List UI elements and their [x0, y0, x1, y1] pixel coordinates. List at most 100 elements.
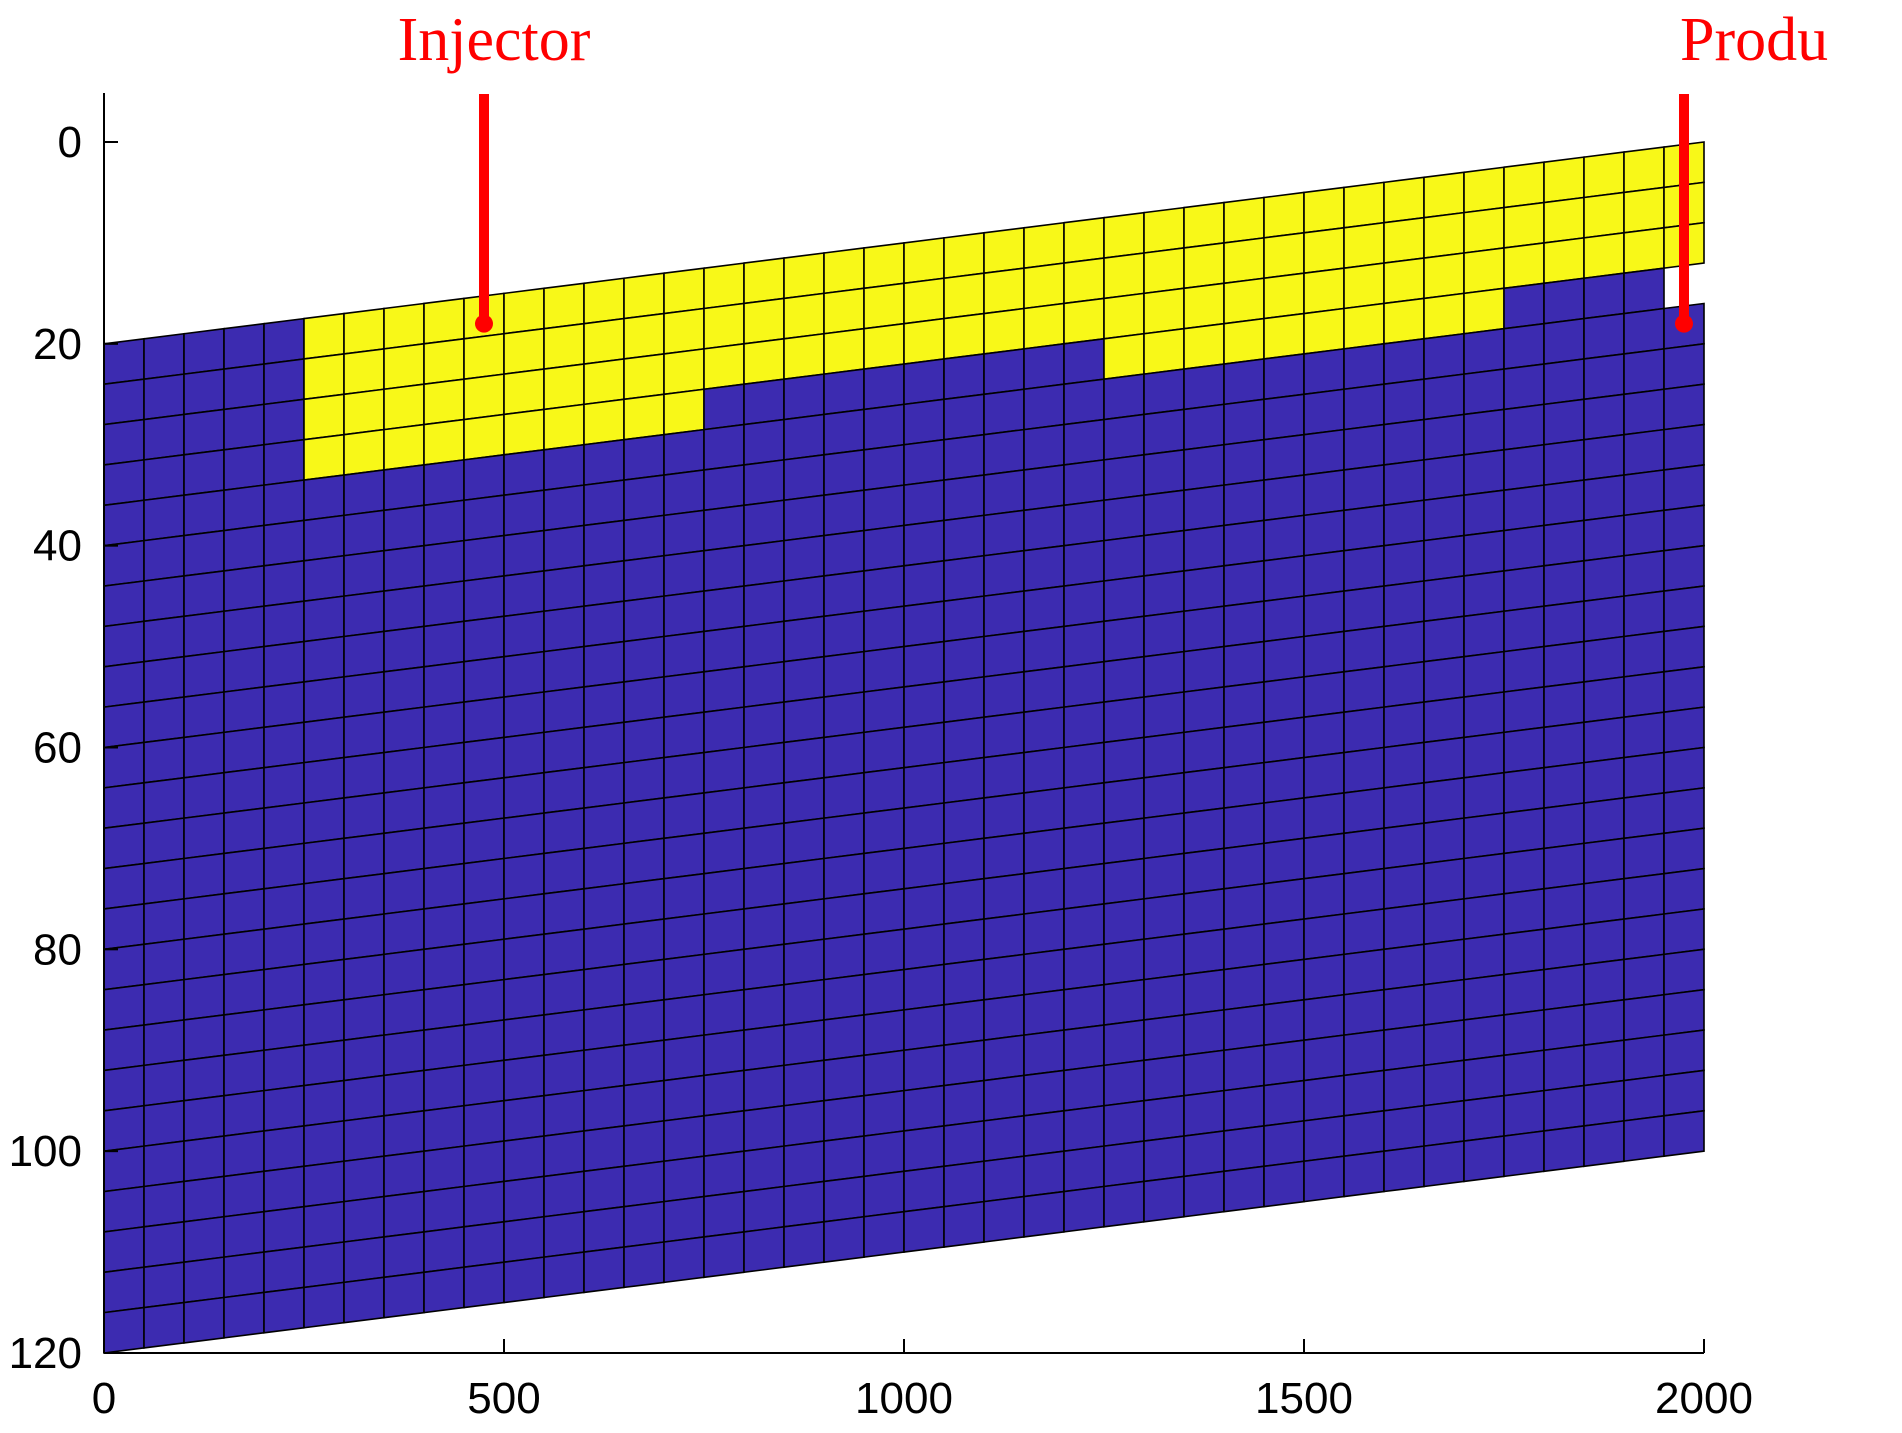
low-cell — [1183, 1008, 1225, 1057]
low-cell — [1463, 1094, 1505, 1142]
low-cell — [623, 998, 665, 1047]
low-cell — [1063, 337, 1105, 386]
low-cell — [223, 1170, 265, 1218]
high-cell — [1263, 312, 1305, 360]
low-cell — [743, 1024, 785, 1072]
low-cell — [1063, 862, 1105, 910]
well-label: Injector — [398, 6, 591, 74]
low-cell — [1583, 514, 1625, 562]
low-cell — [343, 1276, 385, 1324]
low-cell — [263, 1165, 305, 1213]
low-cell — [103, 903, 145, 951]
low-cell — [1503, 282, 1545, 330]
low-cell — [1423, 897, 1465, 946]
low-cell — [1223, 842, 1265, 890]
low-cell — [1343, 1109, 1385, 1158]
low-cell — [783, 1220, 825, 1269]
low-cell — [823, 933, 865, 981]
low-cell — [1023, 585, 1065, 633]
low-cell — [1583, 958, 1625, 1006]
low-cell — [863, 686, 905, 734]
low-cell — [743, 741, 785, 789]
low-cell — [583, 519, 625, 567]
low-cell — [1343, 786, 1385, 835]
low-cell — [983, 1195, 1025, 1243]
low-cell — [223, 443, 265, 492]
low-cell — [983, 630, 1025, 678]
low-cell — [383, 504, 425, 552]
low-cell — [1143, 1135, 1185, 1183]
high-cell — [1463, 166, 1505, 214]
high-cell — [983, 307, 1025, 355]
low-cell — [1263, 716, 1305, 764]
low-cell — [1503, 887, 1545, 936]
low-cell — [223, 847, 265, 895]
low-cell — [903, 842, 945, 890]
low-cell — [103, 378, 145, 426]
low-cell — [1223, 1125, 1265, 1173]
low-cell — [1023, 1109, 1065, 1158]
low-cell — [223, 887, 265, 936]
low-cell — [863, 1089, 905, 1137]
low-cell — [1263, 353, 1305, 401]
low-cell — [823, 1014, 865, 1062]
high-cell — [783, 252, 825, 300]
low-cell — [943, 877, 985, 926]
low-cell — [943, 1079, 985, 1127]
low-cell — [823, 610, 865, 658]
low-cell — [543, 645, 585, 693]
low-cell — [983, 953, 1025, 1001]
low-cell — [263, 923, 305, 971]
high-cell — [663, 307, 705, 355]
low-cell — [1423, 736, 1465, 784]
low-cell — [1103, 938, 1145, 986]
low-cell — [743, 983, 785, 1031]
low-cell — [823, 1135, 865, 1183]
high-cell — [743, 337, 785, 386]
low-cell — [1583, 474, 1625, 522]
low-cell — [863, 403, 905, 451]
low-cell — [1543, 600, 1585, 648]
low-cell — [903, 882, 945, 931]
low-cell — [1503, 363, 1545, 411]
low-cell — [1543, 761, 1585, 809]
low-cell — [1463, 1054, 1505, 1102]
low-cell — [183, 1054, 225, 1102]
low-cell — [423, 1104, 465, 1153]
low-cell — [183, 1296, 225, 1344]
low-cell — [1663, 504, 1705, 552]
low-cell — [303, 554, 345, 603]
low-cell — [343, 469, 385, 517]
low-cell — [1063, 1145, 1105, 1193]
high-cell — [423, 378, 465, 426]
low-cell — [383, 706, 425, 754]
low-cell — [183, 1094, 225, 1142]
low-cell — [223, 726, 265, 774]
low-cell — [183, 933, 225, 981]
low-cell — [783, 1180, 825, 1228]
high-cell — [1503, 161, 1545, 209]
low-cell — [343, 953, 385, 1001]
low-cell — [503, 1014, 545, 1062]
low-cell — [583, 1044, 625, 1092]
low-cell — [1223, 1165, 1265, 1213]
low-cell — [423, 660, 465, 709]
low-cell — [1223, 479, 1265, 527]
low-cell — [1583, 312, 1625, 360]
high-cell — [303, 353, 345, 401]
low-cell — [1583, 393, 1625, 441]
low-cell — [1063, 378, 1105, 426]
low-cell — [1583, 272, 1625, 320]
low-cell — [1623, 347, 1665, 396]
low-cell — [583, 559, 625, 608]
low-cell — [463, 534, 505, 582]
low-cell — [1623, 469, 1665, 517]
low-cell — [1423, 1019, 1465, 1067]
x-tick-label: 500 — [467, 1374, 540, 1423]
low-cell — [663, 1034, 705, 1082]
high-cell — [543, 363, 585, 411]
low-cell — [343, 1236, 385, 1284]
low-cell — [503, 771, 545, 820]
low-cell — [623, 797, 665, 845]
low-cell — [183, 327, 225, 376]
